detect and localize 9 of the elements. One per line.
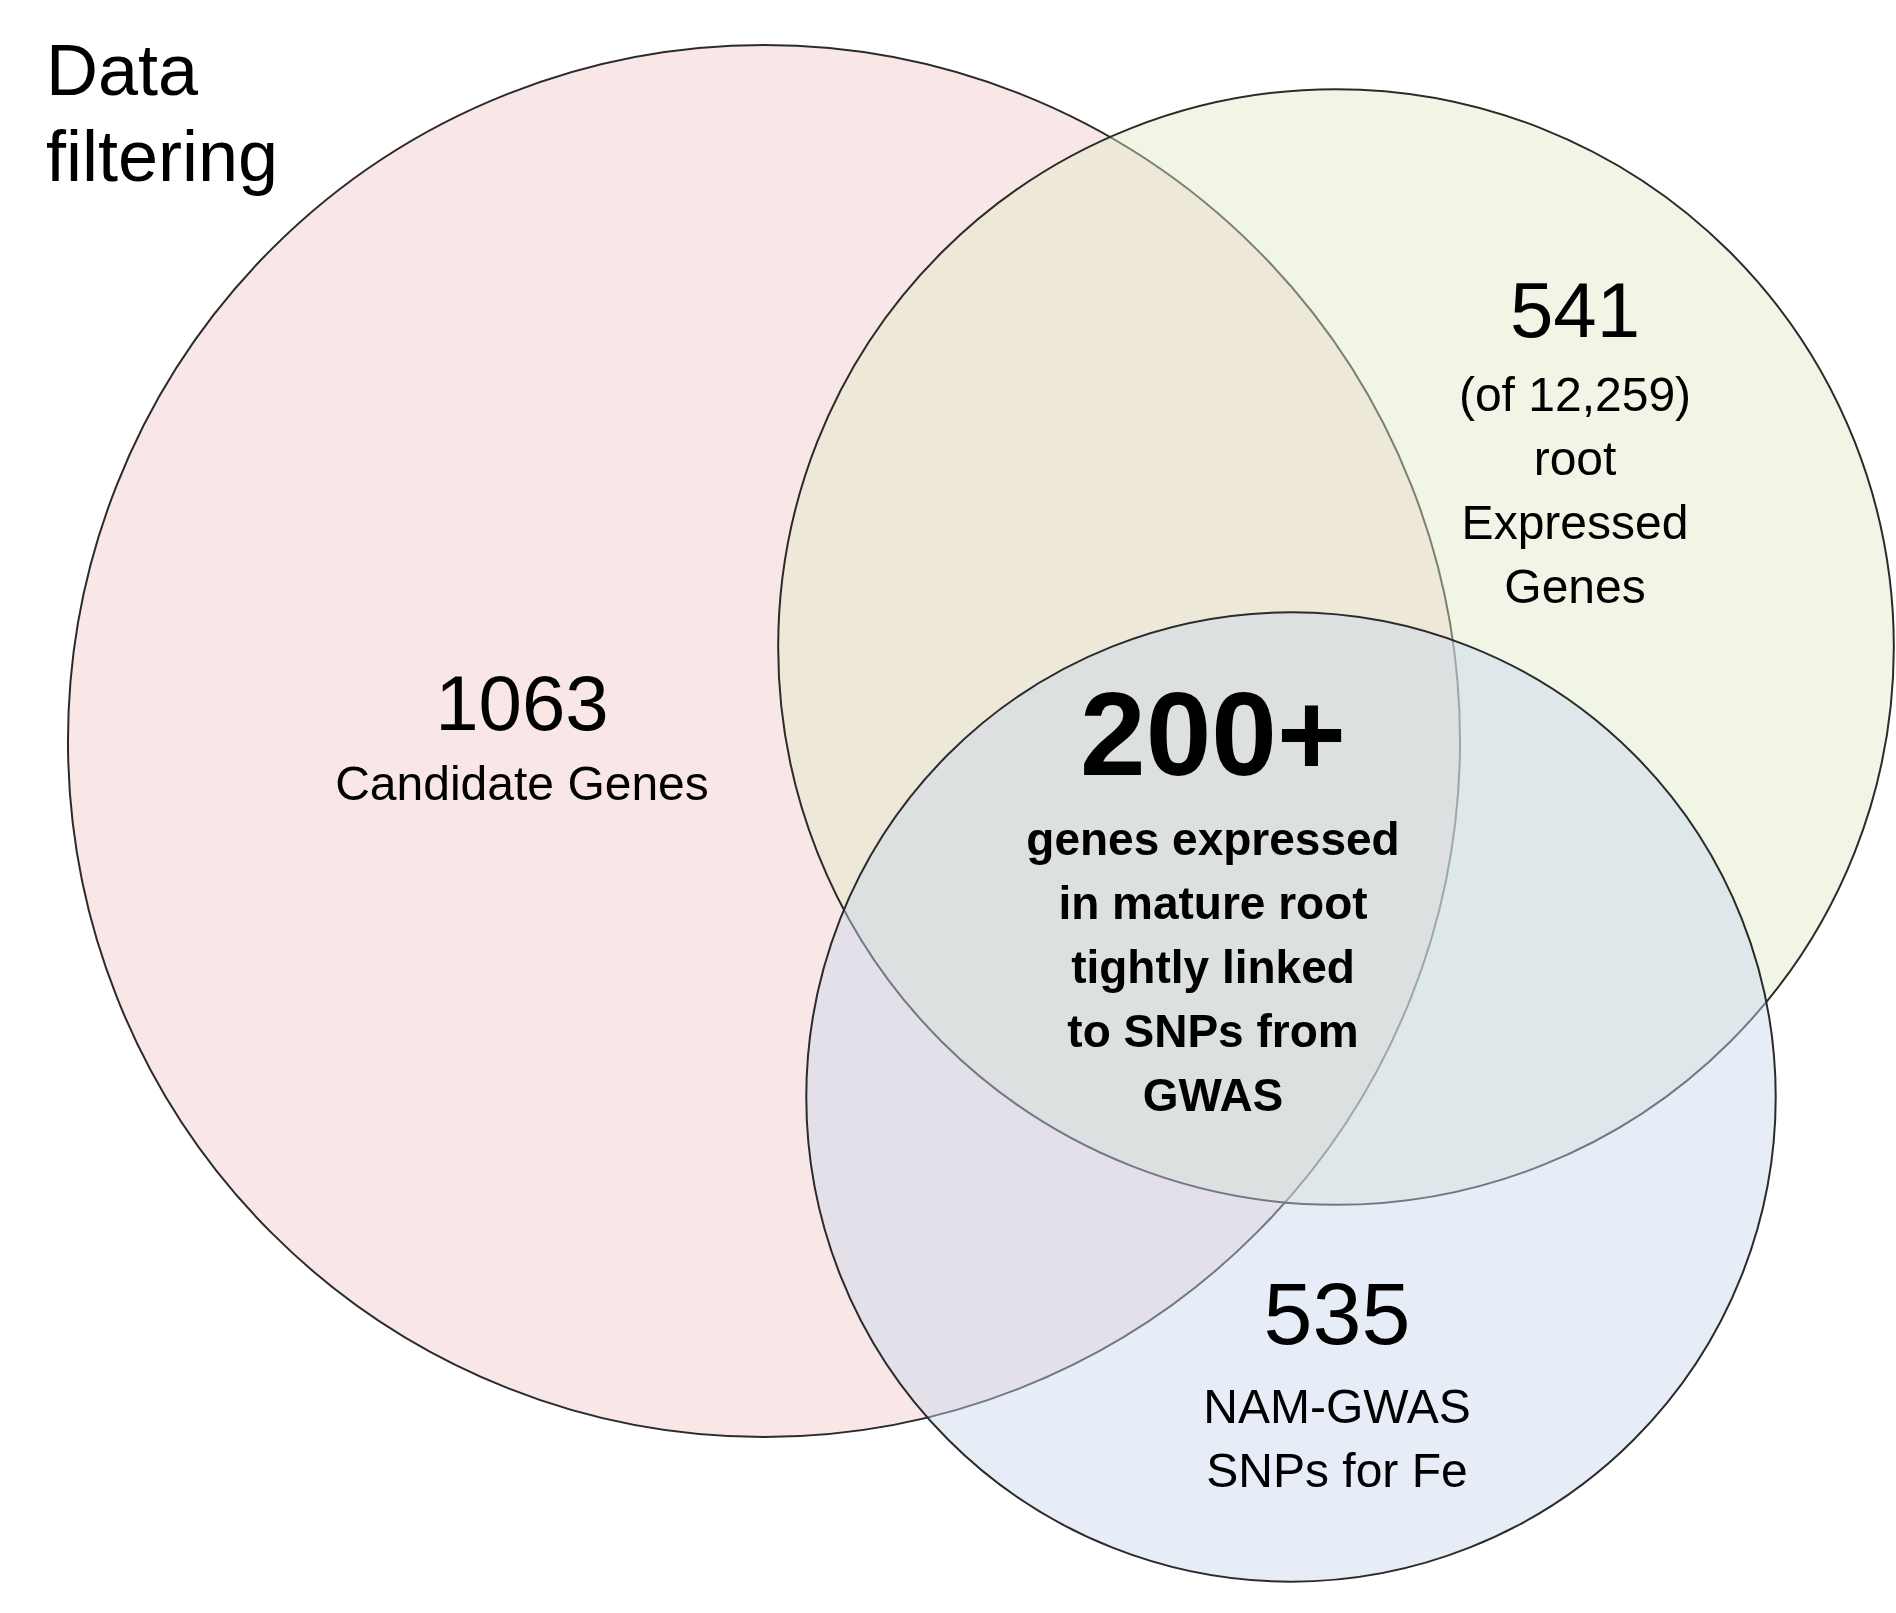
text: Data filtering bbox=[46, 30, 279, 196]
category-label: NAM-GWAS SNPs for Fe bbox=[1203, 1380, 1471, 1497]
data-label: 1063 bbox=[435, 659, 609, 747]
data-label: 535 bbox=[1263, 1264, 1411, 1363]
category-label: (of 12,259) root Expressed Genes bbox=[1458, 368, 1692, 613]
data-label: 541 bbox=[1509, 266, 1641, 354]
category-label: Candidate Genes bbox=[335, 757, 709, 810]
text: 200+ bbox=[1080, 668, 1346, 800]
text: genes expressed in mature root tightly linked to SNPs from GWAS bbox=[1026, 813, 1400, 1121]
